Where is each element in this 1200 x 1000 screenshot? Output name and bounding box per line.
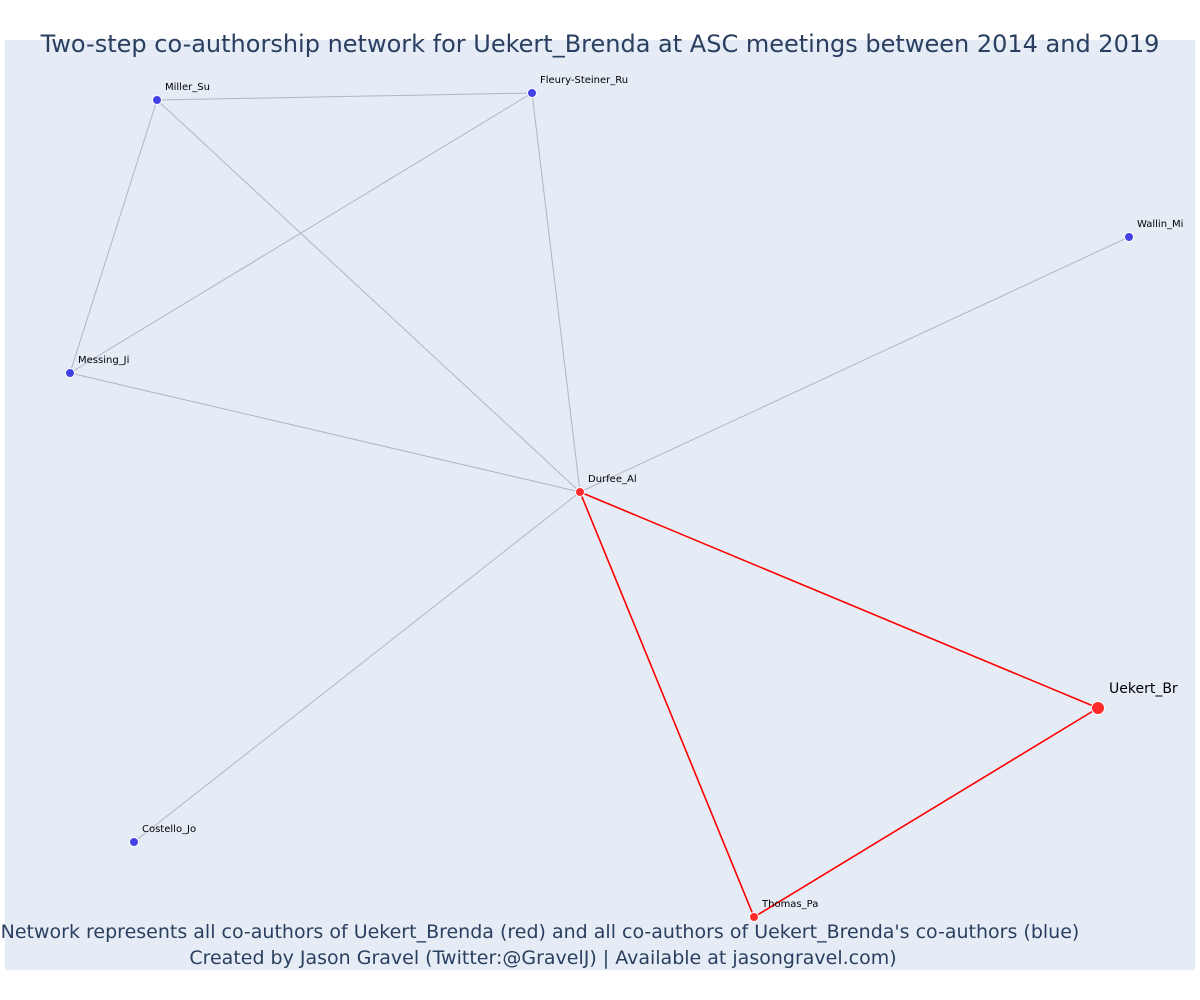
node-Thomas_Pa[interactable] — [749, 912, 759, 922]
edge-Durfee_Al-Wallin_Mi — [579, 236, 1130, 493]
node-label-Miller_Su: Miller_Su — [165, 82, 210, 93]
node-label-Thomas_Pa: Thomas_Pa — [761, 899, 818, 910]
plot-background — [5, 40, 1195, 970]
labels-layer: Uekert_Br Durfee_Al Thomas_Pa Miller_Su Fleu… — [78, 75, 1183, 910]
edge-Durfee_Al-Fleury-Steiner_Ru — [531, 92, 581, 493]
chart-title: Two-step co-authorship network for Ueker… — [40, 30, 1160, 58]
node-Costello_Jo[interactable] — [129, 837, 139, 847]
caption-line-2: Created by Jason Gravel (Twitter:@Gravel… — [189, 947, 896, 969]
node-Wallin_Mi[interactable] — [1124, 232, 1134, 242]
edge-Miller_Su-Fleury-Steiner_Ru — [156, 92, 533, 101]
node-label-Messing_Ji: Messing_Ji — [78, 355, 129, 366]
edge-Durfee_Al-Messing_Ji — [69, 372, 581, 493]
caption-line-1: Network represents all co-authors of Uek… — [1, 921, 1080, 943]
edge-Fleury-Steiner_Ru-Messing_Ji — [69, 92, 533, 374]
edge-Uekert_Br-Thomas_Pa — [753, 707, 1099, 918]
node-Durfee_Al[interactable] — [575, 487, 585, 497]
nodes-layer — [65, 88, 1134, 922]
node-Uekert_Br[interactable] — [1091, 701, 1105, 715]
node-Messing_Ji[interactable] — [65, 368, 75, 378]
node-label-Durfee_Al: Durfee_Al — [588, 474, 637, 485]
edge-Durfee_Al-Costello_Jo — [133, 491, 581, 843]
edge-Durfee_Al-Thomas_Pa — [579, 491, 755, 918]
edges-layer — [69, 92, 1130, 918]
edge-Miller_Su-Messing_Ji — [69, 99, 158, 374]
node-label-Wallin_Mi: Wallin_Mi — [1137, 219, 1183, 230]
node-Fleury-Steiner_Ru[interactable] — [527, 88, 537, 98]
edge-Durfee_Al-Miller_Su — [156, 99, 581, 493]
node-Miller_Su[interactable] — [152, 95, 162, 105]
node-label-Uekert_Br: Uekert_Br — [1109, 681, 1178, 697]
edge-Uekert_Br-Durfee_Al — [579, 491, 1099, 709]
node-label-Costello_Jo: Costello_Jo — [142, 824, 196, 835]
node-label-Fleury-Steiner_Ru: Fleury-Steiner_Ru — [540, 75, 628, 86]
